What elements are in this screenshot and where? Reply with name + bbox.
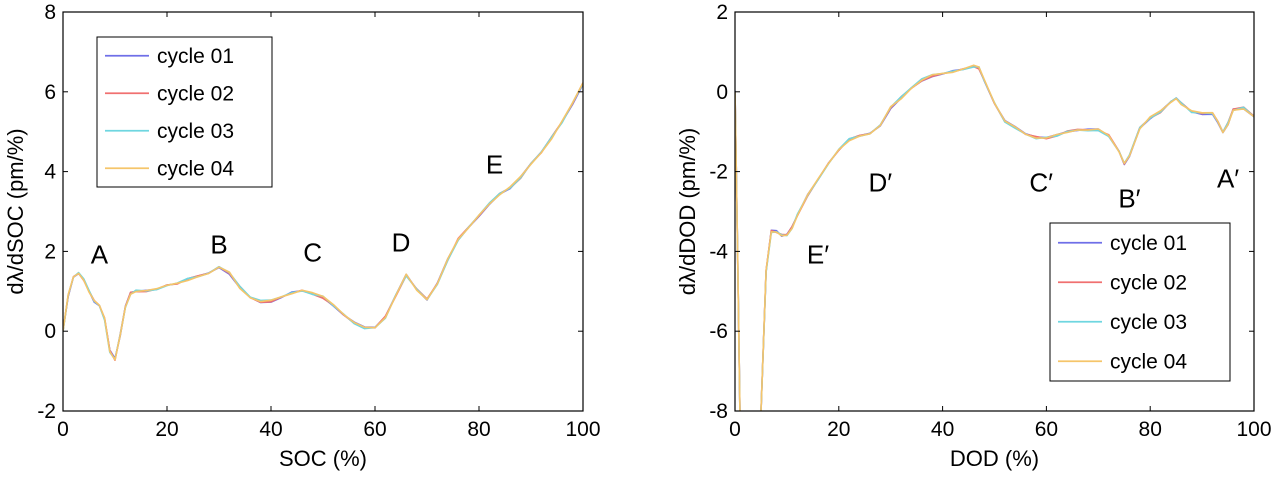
panel-1-legend-box (96, 36, 273, 188)
panel-1-legend-label-2: cycle 02 (157, 82, 234, 105)
panel-2-xtick-label: 20 (827, 418, 850, 441)
panel-1-annotation-e: E (486, 150, 503, 180)
panel-1-ytick-label: 4 (44, 161, 56, 184)
panel-1-legend-label-4: cycle 04 (157, 157, 234, 180)
panel-2-xtick-label: 40 (931, 418, 954, 441)
panel-2-ytick-label: -4 (709, 240, 728, 263)
panel-2-series-group (735, 64, 1254, 411)
panel-1-series-line-4 (63, 82, 583, 361)
panel-1-xtick-label: 0 (57, 418, 69, 441)
panel-1-ytick-label: -2 (37, 400, 56, 423)
panel-2-annotation-aprime: A′ (1217, 164, 1239, 194)
panel-2-x-axis-label: DOD (%) (950, 446, 1039, 471)
panel-1-legend: cycle 01 cycle 02 cycle 03 cycle 04 (96, 36, 273, 188)
panel-2-ytick-label: -2 (709, 161, 728, 184)
panel-1-ytick-label: 2 (44, 240, 56, 263)
panel-2: 0 20 40 60 80 100 -8 -6 -4 -2 0 2 DOD (%) dλ/dDOD (pm… (675, 1, 1272, 471)
panel-2-annotation-cprime: C′ (1029, 168, 1053, 198)
panel-1-legend-label-3: cycle 03 (157, 120, 234, 143)
panel-1-axes-box (62, 11, 584, 412)
panel-2-annotation-eprime: E′ (807, 239, 829, 269)
panel-2-xtick-label: 100 (1236, 418, 1271, 441)
panel-2-xtick-label: 0 (729, 418, 741, 441)
panel-1-xtick-label: 60 (363, 418, 386, 441)
panel-1-ytick-label: 0 (44, 320, 56, 343)
panel-2-legend-label-4: cycle 04 (1110, 350, 1187, 373)
panel-2-ytick-label: 0 (716, 81, 728, 104)
panel-1-ytick-label: 6 (44, 81, 56, 104)
panel-1-annotation-b: B (210, 229, 227, 259)
panel-2-annotation-dprime: D′ (868, 168, 892, 198)
panel-2-ytick-label: -8 (709, 400, 728, 423)
panel-2-axes-box (734, 11, 1255, 412)
panel-2-y-axis-label: dλ/dDOD (pm/%) (675, 128, 700, 295)
panel-1-xtick-label: 80 (467, 418, 490, 441)
panel-1-xtick-label: 20 (155, 418, 178, 441)
panel-2-legend-label-2: cycle 02 (1110, 271, 1187, 294)
panel-1-legend-label-1: cycle 01 (157, 45, 234, 68)
panel-1-y-axis-label: dλ/dSOC (pm/%) (3, 128, 28, 294)
panel-1-xtick-label: 100 (565, 418, 600, 441)
panel-2-ytick-label: -6 (709, 320, 728, 343)
panel-2-annotation-bprime: B′ (1118, 184, 1140, 214)
panel-2-legend-label-1: cycle 01 (1110, 232, 1187, 255)
panel-1-series-group (63, 82, 583, 361)
panel-1-annotation-a: A (91, 239, 109, 269)
panel-2-xtick-label: 60 (1035, 418, 1058, 441)
panel-1-xtick-label: 40 (259, 418, 282, 441)
panel-2-xtick-label: 80 (1139, 418, 1162, 441)
panel-2-ytick-label: 2 (716, 1, 728, 24)
panel-1-ytick-label: 8 (44, 1, 56, 24)
panel-1-annotation-c: C (303, 237, 322, 267)
panel-2-legend-label-3: cycle 03 (1110, 311, 1187, 334)
panel-2-series-line-4 (735, 64, 1254, 411)
panel-1-annotation-d: D (392, 227, 411, 257)
panel-1-x-axis-label: SOC (%) (279, 446, 367, 471)
panel-2-legend: cycle 01 cycle 02 cycle 03 cycle 04 (1049, 222, 1231, 382)
panel-2-legend-box (1049, 222, 1231, 382)
